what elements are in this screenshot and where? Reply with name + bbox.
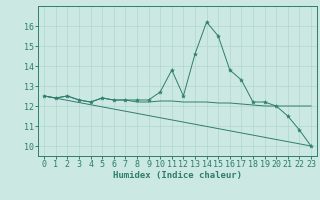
X-axis label: Humidex (Indice chaleur): Humidex (Indice chaleur) — [113, 171, 242, 180]
